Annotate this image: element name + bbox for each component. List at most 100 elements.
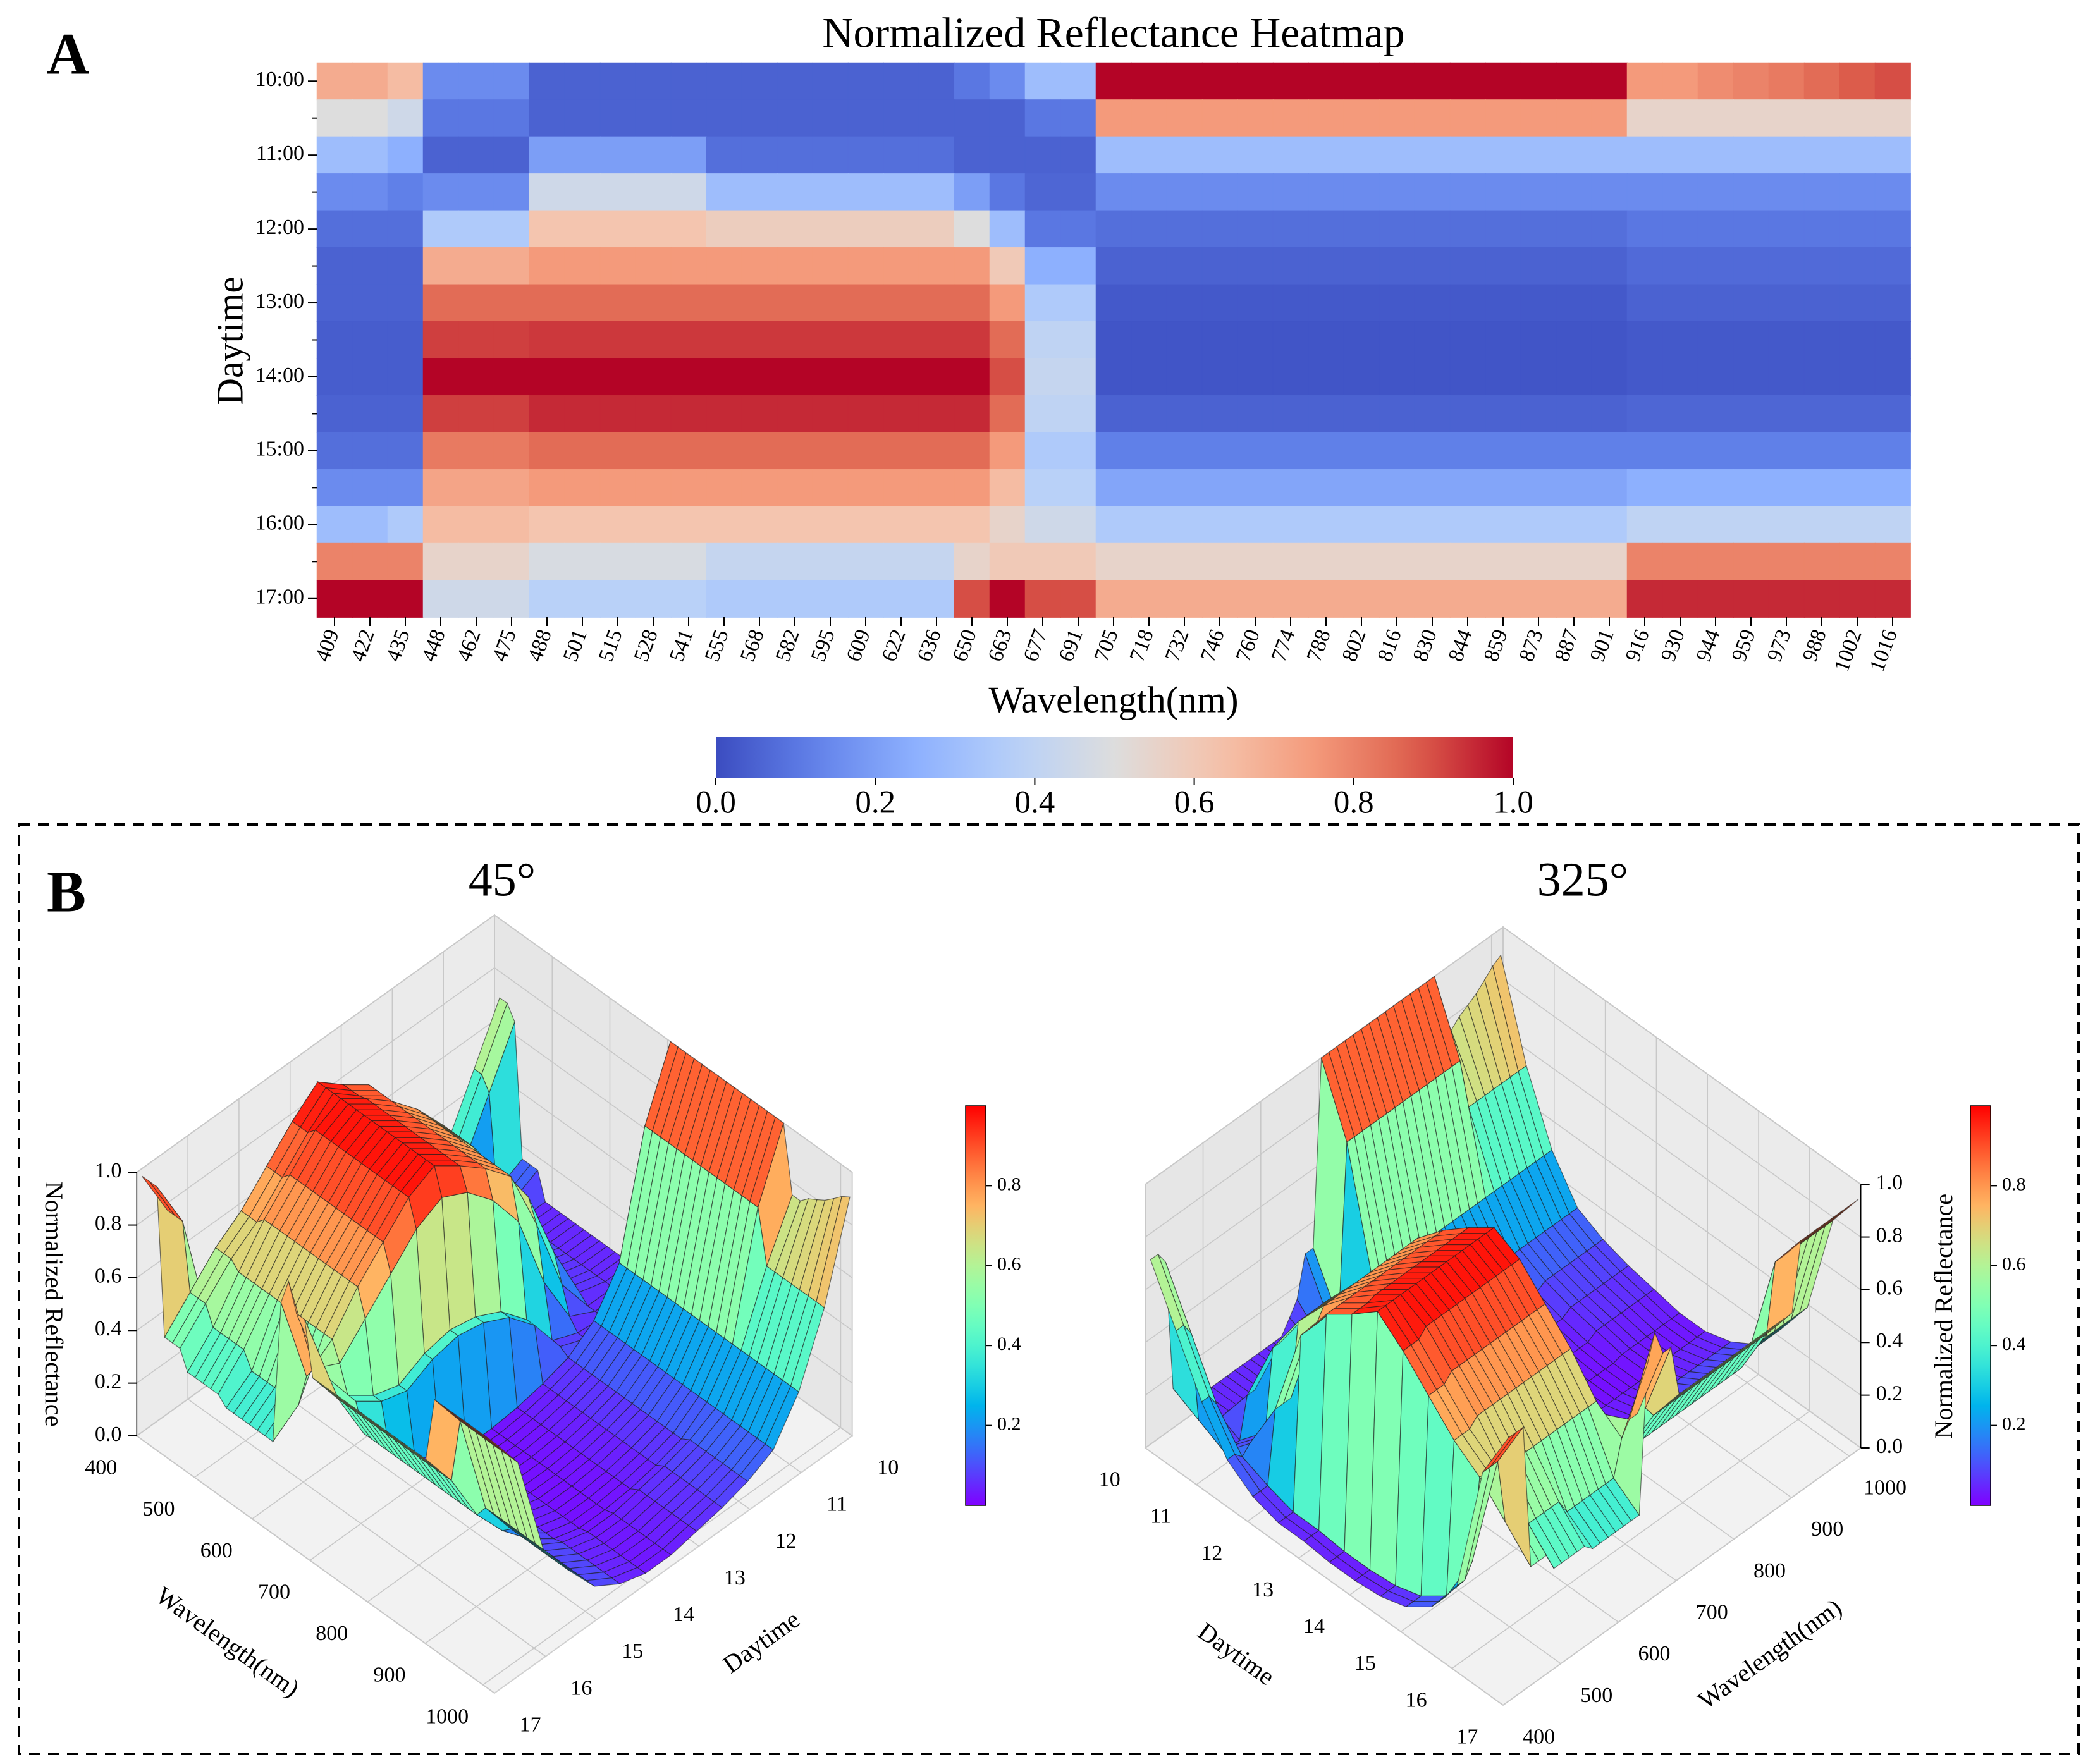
heatmap-cell	[1272, 432, 1309, 470]
heatmap-cell	[1662, 284, 1698, 322]
heatmap-cell	[1308, 469, 1344, 507]
heatmap-cell	[1768, 247, 1805, 285]
y-tick-label: 16	[1406, 1688, 1427, 1712]
heatmap-cell	[1662, 210, 1698, 248]
x-tick-label: 802	[1338, 627, 1371, 665]
heatmap-cell	[989, 580, 1026, 618]
heatmap-cell	[1379, 358, 1415, 396]
y-tick-label: 15:00	[255, 438, 304, 461]
heatmap-cell	[1449, 580, 1486, 618]
heatmap-cell	[1201, 210, 1238, 248]
heatmap-cell	[493, 542, 530, 581]
y-tick-label: 16	[570, 1676, 592, 1700]
heatmap-cell	[777, 62, 813, 101]
heatmap-cell	[1485, 506, 1521, 544]
z-tick-label: 0.8	[1876, 1223, 1903, 1247]
x-tick-label: 916	[1621, 627, 1654, 665]
heatmap-cell	[1520, 321, 1557, 359]
x-tick-label: 677	[1019, 627, 1052, 665]
colorbar	[716, 737, 1513, 778]
y-tick-label: 10	[877, 1455, 899, 1479]
heatmap-cell	[954, 432, 990, 470]
y-tick-label: 10:00	[255, 68, 304, 91]
heatmap-cell	[352, 62, 388, 101]
heatmap-cell	[458, 432, 494, 470]
surface-patch	[149, 1181, 183, 1222]
colorbar	[1970, 1105, 1991, 1506]
heatmap-cell	[1626, 469, 1663, 507]
heatmap-cell	[1662, 62, 1698, 101]
heatmap-cell	[529, 321, 565, 359]
heatmap-cell	[1556, 506, 1592, 544]
heatmap-cell	[1237, 247, 1274, 285]
heatmap-cell	[1379, 247, 1415, 285]
heatmap-cell	[1449, 173, 1486, 211]
heatmap-cell	[1839, 284, 1876, 322]
heatmap-cell	[954, 395, 990, 433]
heatmap-cell	[1131, 506, 1167, 544]
heatmap-cell	[954, 173, 990, 211]
z-tick-label: 1.0	[95, 1159, 122, 1182]
z-tick-label: 0.4	[95, 1317, 122, 1340]
heatmap-cell	[918, 62, 955, 101]
heatmap-cell	[422, 62, 459, 101]
heatmap-cell	[1662, 542, 1698, 581]
heatmap-cell	[1095, 136, 1132, 175]
heatmap-cell	[812, 580, 849, 618]
heatmap-cell	[1201, 284, 1238, 322]
heatmap-cell	[599, 542, 636, 581]
heatmap-cell	[1556, 542, 1592, 581]
heatmap-cell	[1166, 136, 1203, 175]
heatmap-cell	[1060, 62, 1096, 101]
heatmap-cell	[918, 506, 955, 544]
heatmap-cell	[1485, 210, 1521, 248]
axis-label: Daytime	[1193, 1617, 1280, 1691]
heatmap-cell	[529, 395, 565, 433]
heatmap-cell	[1733, 542, 1769, 581]
heatmap-cell	[706, 321, 742, 359]
heatmap-cell	[812, 284, 849, 322]
heatmap-cell	[1237, 99, 1274, 137]
heatmap-cell	[670, 358, 707, 396]
heatmap-cell	[1874, 173, 1911, 211]
heatmap-cell	[1414, 580, 1451, 618]
heatmap-cell	[1803, 358, 1840, 396]
heatmap-cell	[387, 395, 424, 433]
heatmap-cell	[847, 542, 884, 581]
heatmap-cell	[1874, 99, 1911, 137]
heatmap-cell	[352, 136, 388, 175]
heatmap-cell	[1414, 542, 1451, 581]
panel-frame	[18, 823, 2080, 1755]
heatmap-cell	[1379, 321, 1415, 359]
heatmap-cell	[1697, 99, 1734, 137]
heatmap-cell	[493, 395, 530, 433]
heatmap-cell	[1308, 358, 1344, 396]
heatmap-cell	[1237, 542, 1274, 581]
heatmap-cell	[1414, 173, 1451, 211]
heatmap-cell	[1201, 321, 1238, 359]
heatmap-cell	[1485, 247, 1521, 285]
heatmap-cell	[422, 210, 459, 248]
heatmap-cell	[493, 99, 530, 137]
heatmap-cell	[777, 173, 813, 211]
heatmap-cell	[1591, 247, 1628, 285]
heatmap-cell	[1237, 506, 1274, 544]
heatmap-cell	[352, 321, 388, 359]
x-tick-label: 400	[1523, 1725, 1555, 1748]
heatmap-cell	[387, 173, 424, 211]
chart-title: Normalized Reflectance Heatmap	[822, 9, 1404, 57]
heatmap-cell	[1591, 99, 1628, 137]
heatmap-cell	[1556, 99, 1592, 137]
heatmap-cell	[1626, 321, 1663, 359]
heatmap-cell	[670, 284, 707, 322]
x-tick-label: 788	[1303, 627, 1336, 665]
heatmap-cell	[1768, 321, 1805, 359]
heatmap-cell	[741, 469, 778, 507]
heatmap-cell	[1024, 173, 1061, 211]
heatmap-cell	[387, 99, 424, 137]
heatmap-cell	[1803, 395, 1840, 433]
heatmap-cell	[1060, 321, 1096, 359]
heatmap-cell	[1343, 358, 1380, 396]
heatmap-cell	[1556, 247, 1592, 285]
heatmap-cell	[316, 580, 353, 618]
